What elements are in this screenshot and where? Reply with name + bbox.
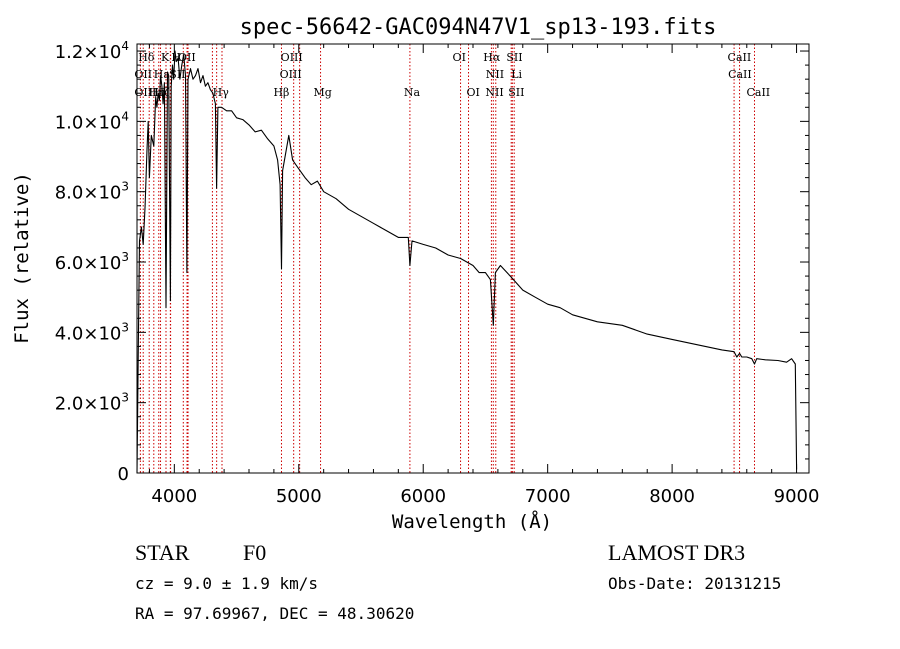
line-label-3: OII — [178, 51, 196, 64]
line-label-12: OIII — [280, 68, 302, 81]
y-tick-label: 0 — [118, 464, 129, 485]
sky-coordinates: RA = 97.69967, DEC = 48.30620 — [135, 604, 415, 623]
y-tick-label: 2.0×103 — [55, 391, 129, 415]
y-tick-label: 1.0×104 — [55, 109, 129, 133]
line-label-9: OII — [134, 68, 152, 81]
x-tick-label: 8000 — [649, 486, 695, 507]
line-label-6: Hα — [483, 51, 501, 64]
y-tick-label: 1.2×104 — [55, 39, 129, 63]
line-label-5: OI — [453, 51, 466, 64]
line-label-22: Na — [404, 86, 421, 99]
line-label-0: Hδ — [138, 51, 155, 64]
line-label-13: NII — [486, 68, 504, 81]
x-tick-label: 9000 — [774, 486, 820, 507]
line-label-10: Hε — [154, 68, 170, 81]
plot-frame — [136, 43, 810, 474]
line-label-26: CaII — [746, 86, 770, 99]
x-tick-label: 7000 — [525, 486, 571, 507]
line-label-19: Hγ — [213, 86, 230, 99]
chart-title: spec-56642-GAC094N47V1_sp13-193.fits — [240, 15, 717, 40]
line-label-23: OI — [467, 86, 480, 99]
x-tick-label: 6000 — [400, 486, 446, 507]
x-tick-label: 4000 — [151, 486, 197, 507]
line-label-15: CaII — [728, 68, 752, 81]
observation-date: Obs-Date: 20131215 — [608, 574, 782, 593]
line-label-25: SII — [508, 86, 524, 99]
x-axis: 4000 5000 6000 7000 8000 9000 — [148, 44, 820, 507]
y-tick-label: 4.0×103 — [55, 320, 129, 344]
line-label-1: K — [161, 51, 170, 64]
line-label-16: OIII — [134, 86, 156, 99]
y-axis: 0 2.0×103 4.0×103 6.0×103 8.0×103 1.0×104 1.2×… — [55, 39, 809, 485]
line-label-17: Hη — [149, 86, 165, 99]
survey-name: LAMOST DR3 — [608, 540, 746, 565]
x-axis-label: Wavelength (Å) — [392, 510, 552, 533]
object-subclass: F0 — [243, 540, 267, 565]
y-axis-label: Flux (relative) — [11, 172, 33, 344]
line-label-7: SII — [506, 51, 522, 64]
spectrum-line — [136, 50, 798, 473]
line-label-20: Hβ — [273, 86, 289, 99]
line-label-24: NII — [485, 86, 503, 99]
line-label-21: Mg — [314, 86, 332, 99]
y-tick-label: 8.0×103 — [55, 180, 129, 204]
line-label-8: CaII — [728, 51, 752, 64]
object-class: STAR — [135, 540, 190, 565]
y-tick-label: 6.0×103 — [55, 250, 129, 274]
line-label-14: Li — [511, 68, 522, 81]
line-label-4: OIII — [281, 51, 303, 64]
x-tick-label: 5000 — [276, 486, 322, 507]
redshift-value: cz = 9.0 ± 1.9 km/s — [135, 574, 319, 593]
